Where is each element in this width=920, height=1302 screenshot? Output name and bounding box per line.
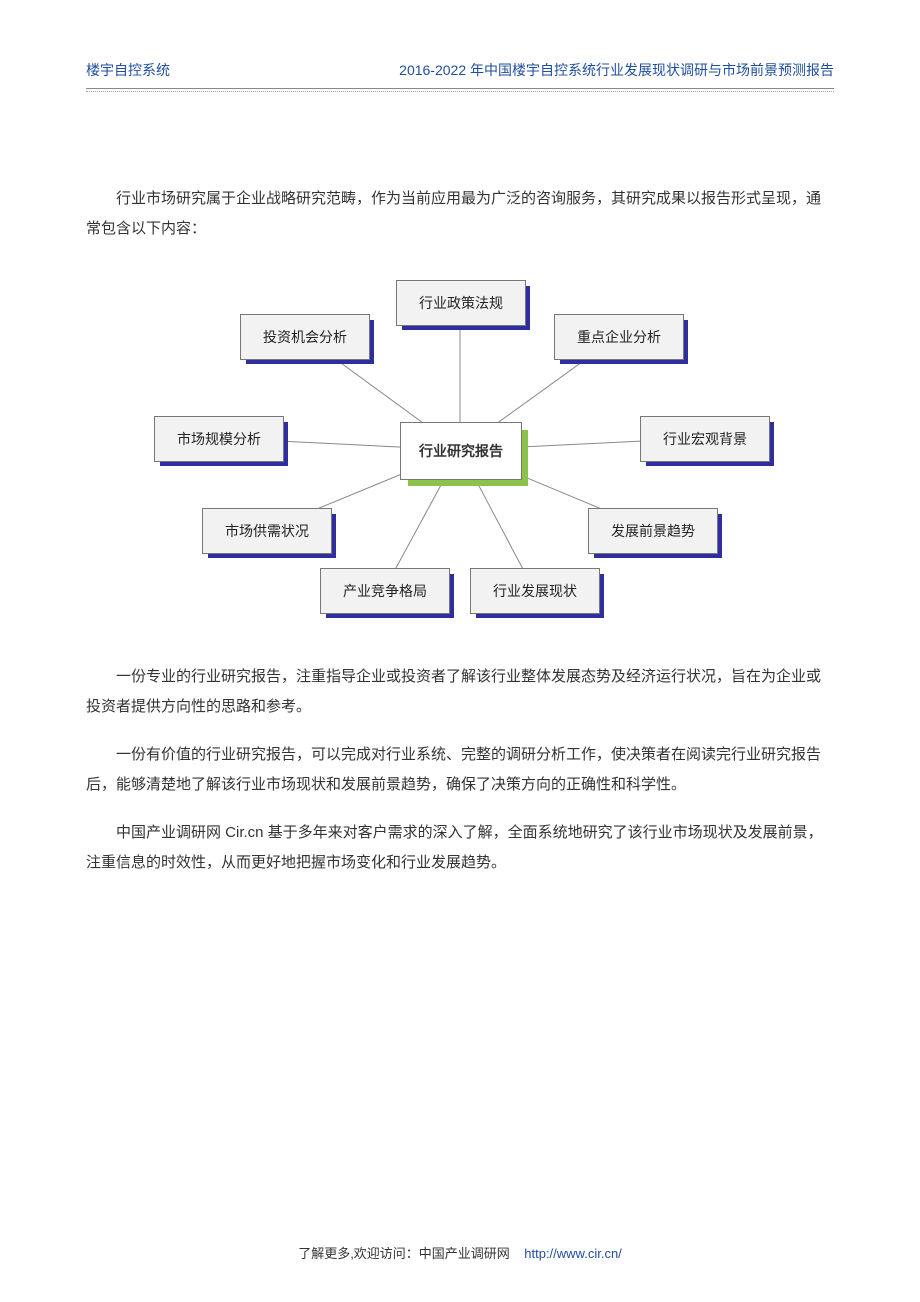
header-rule-thin xyxy=(86,91,834,92)
diagram-node: 投资机会分析 xyxy=(240,314,370,360)
body-paragraph-3: 中国产业调研网 Cir.cn 基于多年来对客户需求的深入了解，全面系统地研究了该… xyxy=(86,818,834,878)
diagram-node: 产业竞争格局 xyxy=(320,568,450,614)
header-rule xyxy=(86,88,834,89)
intro-paragraph: 行业市场研究属于企业战略研究范畴，作为当前应用最为广泛的咨询服务，其研究成果以报… xyxy=(86,184,834,244)
page-header: 楼宇自控系统 2016-2022 年中国楼宇自控系统行业发展现状调研与市场前景预… xyxy=(86,60,834,80)
report-content-diagram: 行业政策法规重点企业分析行业宏观背景发展前景趋势行业发展现状产业竞争格局 市场供需… xyxy=(140,268,780,628)
footer-link[interactable]: http://www.cir.cn/ xyxy=(524,1246,622,1261)
page-footer: 了解更多,欢迎访问：中国产业调研网 http://www.cir.cn/ xyxy=(0,1243,920,1262)
diagram-node: 市场供需状况 xyxy=(202,508,332,554)
body-paragraph-1: 一份专业的行业研究报告，注重指导企业或投资者了解该行业整体发展态势及经济运行状况… xyxy=(86,662,834,722)
diagram-node: 行业宏观背景 xyxy=(640,416,770,462)
diagram-center-node: 行业研究报告 xyxy=(400,422,522,480)
footer-text: 了解更多,欢迎访问：中国产业调研网 xyxy=(298,1246,510,1261)
diagram-node: 市场规模分析 xyxy=(154,416,284,462)
diagram-node: 发展前景趋势 xyxy=(588,508,718,554)
diagram-node: 行业政策法规 xyxy=(396,280,526,326)
header-left: 楼宇自控系统 xyxy=(86,60,170,80)
header-right: 2016-2022 年中国楼宇自控系统行业发展现状调研与市场前景预测报告 xyxy=(399,60,834,80)
diagram-node: 重点企业分析 xyxy=(554,314,684,360)
diagram-node: 行业发展现状 xyxy=(470,568,600,614)
body-paragraph-2: 一份有价值的行业研究报告，可以完成对行业系统、完整的调研分析工作，使决策者在阅读… xyxy=(86,740,834,800)
